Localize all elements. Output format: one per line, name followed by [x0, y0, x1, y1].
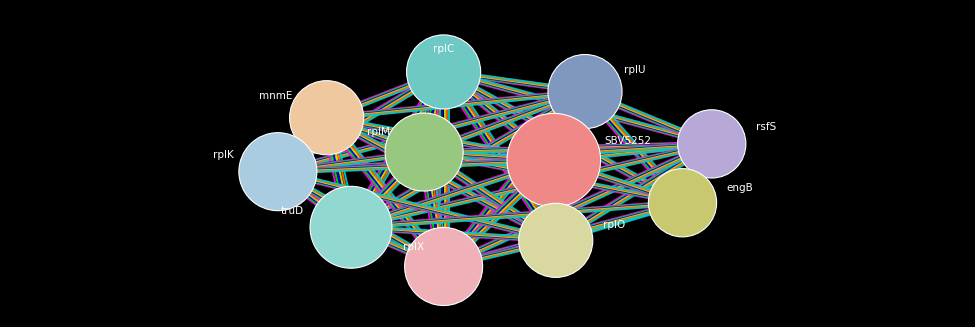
Text: SBV5252: SBV5252: [604, 135, 651, 146]
Text: rplM: rplM: [368, 127, 390, 137]
Ellipse shape: [507, 113, 601, 207]
Ellipse shape: [405, 228, 483, 305]
Text: rplK: rplK: [214, 150, 234, 160]
Ellipse shape: [678, 110, 746, 178]
Text: rplX: rplX: [403, 242, 424, 252]
Ellipse shape: [648, 169, 717, 237]
Ellipse shape: [407, 35, 481, 109]
Ellipse shape: [239, 133, 317, 211]
Ellipse shape: [310, 186, 392, 268]
Ellipse shape: [385, 113, 463, 191]
Ellipse shape: [519, 203, 593, 277]
Text: rplU: rplU: [624, 65, 645, 75]
Text: rplO: rplO: [603, 219, 625, 230]
Ellipse shape: [290, 81, 364, 155]
Text: truD: truD: [281, 206, 304, 216]
Ellipse shape: [548, 55, 622, 129]
Text: engB: engB: [726, 183, 753, 193]
Text: mnmE: mnmE: [259, 91, 292, 101]
Text: rplC: rplC: [433, 44, 454, 54]
Text: rsfS: rsfS: [756, 122, 776, 132]
